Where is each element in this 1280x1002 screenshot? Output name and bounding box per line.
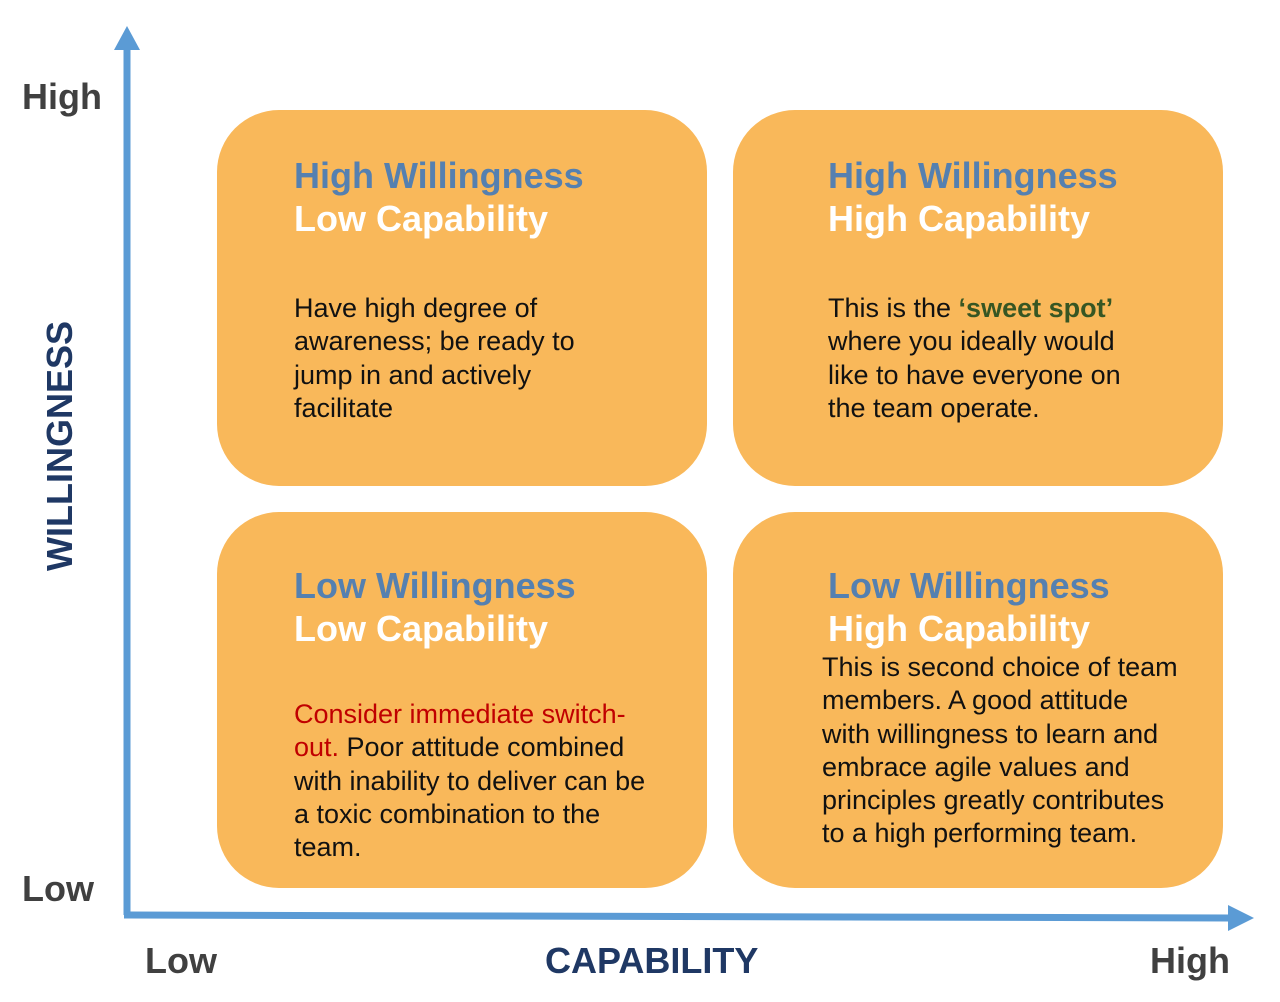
x-axis-arrow-icon [1228, 905, 1254, 931]
title-line-1: High Willingness [828, 155, 1118, 196]
body-text: Poor attitude combined with inability to… [294, 732, 646, 863]
body-text: where you ideally would like to have eve… [828, 326, 1121, 423]
quadrant-high-willingness-low-capability: High Willingness Low Capability Have hig… [217, 110, 707, 486]
title-line-1: Low Willingness [294, 565, 576, 606]
x-axis-title: CAPABILITY [545, 940, 759, 981]
title-line-1: Low Willingness [828, 565, 1110, 606]
quadrant-body: This is second choice of team members. A… [822, 652, 1178, 849]
quadrant-high-willingness-high-capability: High Willingness High Capability This is… [733, 110, 1223, 486]
body-text: This is the [828, 293, 959, 323]
y-low-label: Low [22, 868, 94, 909]
y-high-label: High [22, 76, 102, 117]
switch-out-highlight: Consider immediate switch-out. [294, 699, 626, 763]
quadrant-low-willingness-high-capability: Low Willingness High Capability This is … [733, 512, 1223, 888]
sweet-spot-highlight: ‘sweet spot’ [958, 293, 1114, 323]
title-line-2: Low Capability [294, 608, 549, 649]
y-axis-arrow-icon [114, 26, 140, 50]
quadrant-title: High Willingness High Capability [828, 154, 1118, 240]
x-high-label: High [1150, 940, 1230, 981]
quadrant-body: Consider immediate switch-out. Poor atti… [294, 698, 664, 864]
title-line-1: High Willingness [294, 155, 584, 196]
quadrant-title: High Willingness Low Capability [294, 154, 584, 240]
title-line-2: High Capability [828, 608, 1091, 649]
quadrant-title: Low Willingness Low Capability [294, 564, 576, 650]
x-axis-line [123, 911, 1231, 922]
quadrant-body: Have high degree of awareness; be ready … [294, 293, 575, 423]
y-axis-title: WILLINGNESS [39, 321, 80, 571]
quadrant-low-willingness-low-capability: Low Willingness Low Capability Consider … [217, 512, 707, 888]
title-line-2: Low Capability [294, 198, 549, 239]
quadrant-body: This is the ‘sweet spot’ where you ideal… [828, 292, 1158, 425]
quadrant-title: Low Willingness High Capability [828, 564, 1110, 650]
title-line-2: High Capability [828, 198, 1091, 239]
x-low-label: Low [145, 940, 217, 981]
